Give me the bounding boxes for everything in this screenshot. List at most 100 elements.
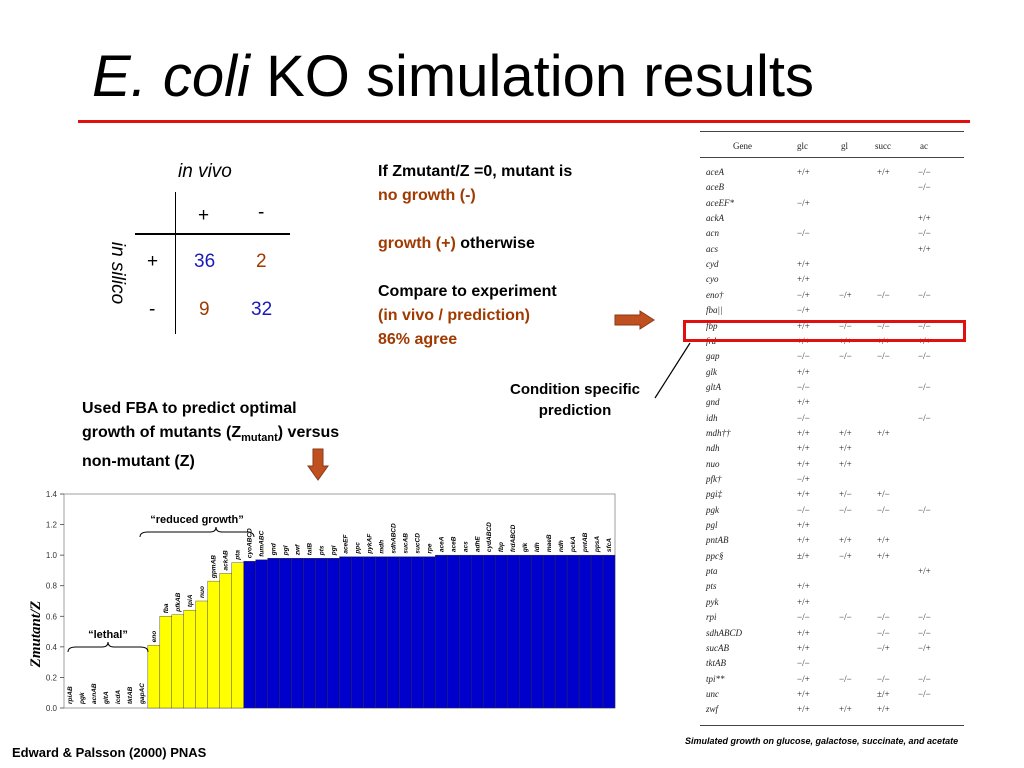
fba-line-2a: growth of mutants (Z — [82, 424, 242, 441]
bar-label-ackAB: ackAB — [223, 550, 230, 571]
gene-name: rpi — [706, 612, 717, 623]
reference: Edward & Palsson (2000) PNAS — [12, 745, 207, 760]
gene-row: ndh +/+ +/+ — [700, 443, 964, 458]
gene-name: cyd — [706, 259, 719, 270]
gene-table-header-rule — [700, 157, 964, 158]
bar-nuo — [195, 600, 208, 709]
gene-cell-glc: +/+ — [797, 259, 810, 270]
bar-tpiA — [183, 609, 196, 709]
gene-cell-gl: +/+ — [839, 458, 852, 469]
gene-table-header-glc: glc — [797, 141, 808, 151]
gene-row: cyd +/+ — [700, 259, 964, 274]
y-tick-label: 1.4 — [46, 490, 58, 499]
bar-label-gnd: gnd — [271, 542, 278, 556]
gene-row: glk +/+ — [700, 367, 964, 382]
gene-cell-glc: −/+ — [797, 474, 810, 484]
bar-mdh — [375, 556, 388, 709]
bar-label-fbp: fbp — [498, 542, 505, 552]
cell-minus-minus: 32 — [251, 299, 273, 320]
bar-label-adhE: adhE — [474, 536, 481, 553]
gene-cell-glc: −/− — [797, 412, 810, 423]
gene-cell-ac: −/− — [918, 167, 931, 177]
bar-zwf — [291, 557, 304, 709]
bar-label-pgl: pgl — [283, 545, 290, 556]
bar-pntAB — [578, 554, 592, 709]
lethal-annotation: “lethal” — [88, 629, 128, 641]
bar-label-gapAC: gapAC — [139, 683, 146, 705]
gene-table-header-ac: ac — [920, 141, 928, 151]
gene-cell-ac: −/− — [918, 627, 931, 638]
right-arrow-icon — [614, 310, 655, 330]
gene-cell-ac: −/− — [918, 228, 931, 239]
gene-cell-glc: +/+ — [797, 320, 810, 331]
gene-name: pyk — [706, 596, 719, 607]
col-label-minus: - — [258, 202, 265, 223]
reduced-growth-brace — [139, 526, 255, 538]
bar-label-pts: pts — [319, 545, 326, 556]
gene-name: acs — [706, 243, 718, 254]
bar-label-pykAF: pykAF — [366, 533, 373, 555]
title-organism: E. coli — [92, 44, 250, 109]
row-header-in-silico: in silico — [107, 241, 128, 305]
gene-name: aceA — [706, 167, 724, 177]
gene-name: aceB — [706, 182, 724, 193]
gene-cell-succ: +/+ — [877, 704, 890, 715]
gene-cell-gl: +/+ — [839, 535, 852, 546]
gene-row: idh −/− −/− — [700, 413, 964, 428]
bar-acs — [459, 554, 472, 709]
condition-note: Condition specific prediction — [509, 381, 640, 419]
gene-cell-ac: +/+ — [918, 213, 931, 224]
gene-row: gltA −/− −/− — [700, 382, 964, 397]
bar-ldh — [530, 554, 544, 709]
y-tick-label: 1.0 — [46, 551, 58, 560]
explain-compare: Compare to experiment — [378, 283, 557, 300]
gene-cell-ac: −/+ — [918, 642, 931, 653]
gene-name: gnd — [706, 397, 720, 408]
row-label-minus: - — [149, 299, 156, 320]
gene-cell-glc: +/+ — [797, 427, 810, 438]
gene-name: glk — [706, 366, 717, 377]
y-tick-label: 0.4 — [46, 643, 58, 652]
gene-row: nuo +/+ +/+ — [700, 459, 964, 474]
bar-pgl — [279, 557, 292, 709]
gene-cell-gl: +/− — [839, 489, 852, 500]
gene-cell-ac: −/− — [918, 504, 931, 515]
gene-cell-succ: +/− — [877, 489, 890, 500]
bar-pykAF — [363, 556, 376, 709]
gene-row: pntAB +/+ +/+ +/+ — [700, 535, 964, 550]
gene-cell-glc: +/+ — [797, 520, 810, 531]
gene-cell-ac: +/+ — [918, 243, 931, 254]
fbp-row-highlight — [683, 320, 966, 342]
cell-plus-minus: 2 — [256, 251, 267, 272]
bar-gnd — [267, 557, 280, 709]
fba-line-2: growth of mutants (Zmutant) versus — [82, 421, 412, 450]
gene-cell-glc: +/+ — [797, 596, 810, 607]
gene-cell-glc: +/+ — [797, 704, 810, 715]
gene-cell-ac: −/− — [918, 351, 931, 362]
gene-name: unc — [706, 688, 719, 699]
slide-title: E. coli KO simulation results — [92, 48, 814, 106]
bar-label-maeB: maeB — [546, 534, 553, 552]
bar-gpmAB — [207, 580, 220, 709]
gene-cell-glc: +/+ — [797, 274, 810, 285]
gene-cell-glc: +/+ — [797, 535, 810, 546]
gene-row: pgl +/+ — [700, 520, 964, 535]
bar-label-pntAB: pntAB — [582, 532, 589, 553]
gene-name: pts — [706, 581, 717, 592]
gene-cell-glc: −/+ — [797, 289, 810, 300]
explain-vivo-prediction: (in vivo / prediction) — [378, 307, 531, 324]
gene-cell-gl: +/+ — [839, 704, 852, 715]
gene-cell-glc: +/+ — [797, 397, 810, 408]
gene-cell-ac: −/− — [918, 381, 931, 392]
gene-row: pgk −/− −/− −/− −/− — [700, 505, 964, 520]
bar-label-ppc: ppc — [354, 542, 361, 555]
bar-aceA — [435, 554, 448, 709]
gene-name: ackA — [706, 213, 724, 224]
bar-label-cyoABCD: cyoABCD — [247, 528, 254, 558]
bar-label-sfcA: sfcA — [606, 538, 613, 552]
gene-cell-gl: −/− — [839, 504, 852, 515]
bar-pckA — [566, 554, 580, 709]
gene-row: pgi‡ +/+ +/− +/− — [700, 489, 964, 504]
gene-cell-gl: +/+ — [839, 443, 852, 454]
gene-cell-glc: −/+ — [797, 305, 810, 316]
